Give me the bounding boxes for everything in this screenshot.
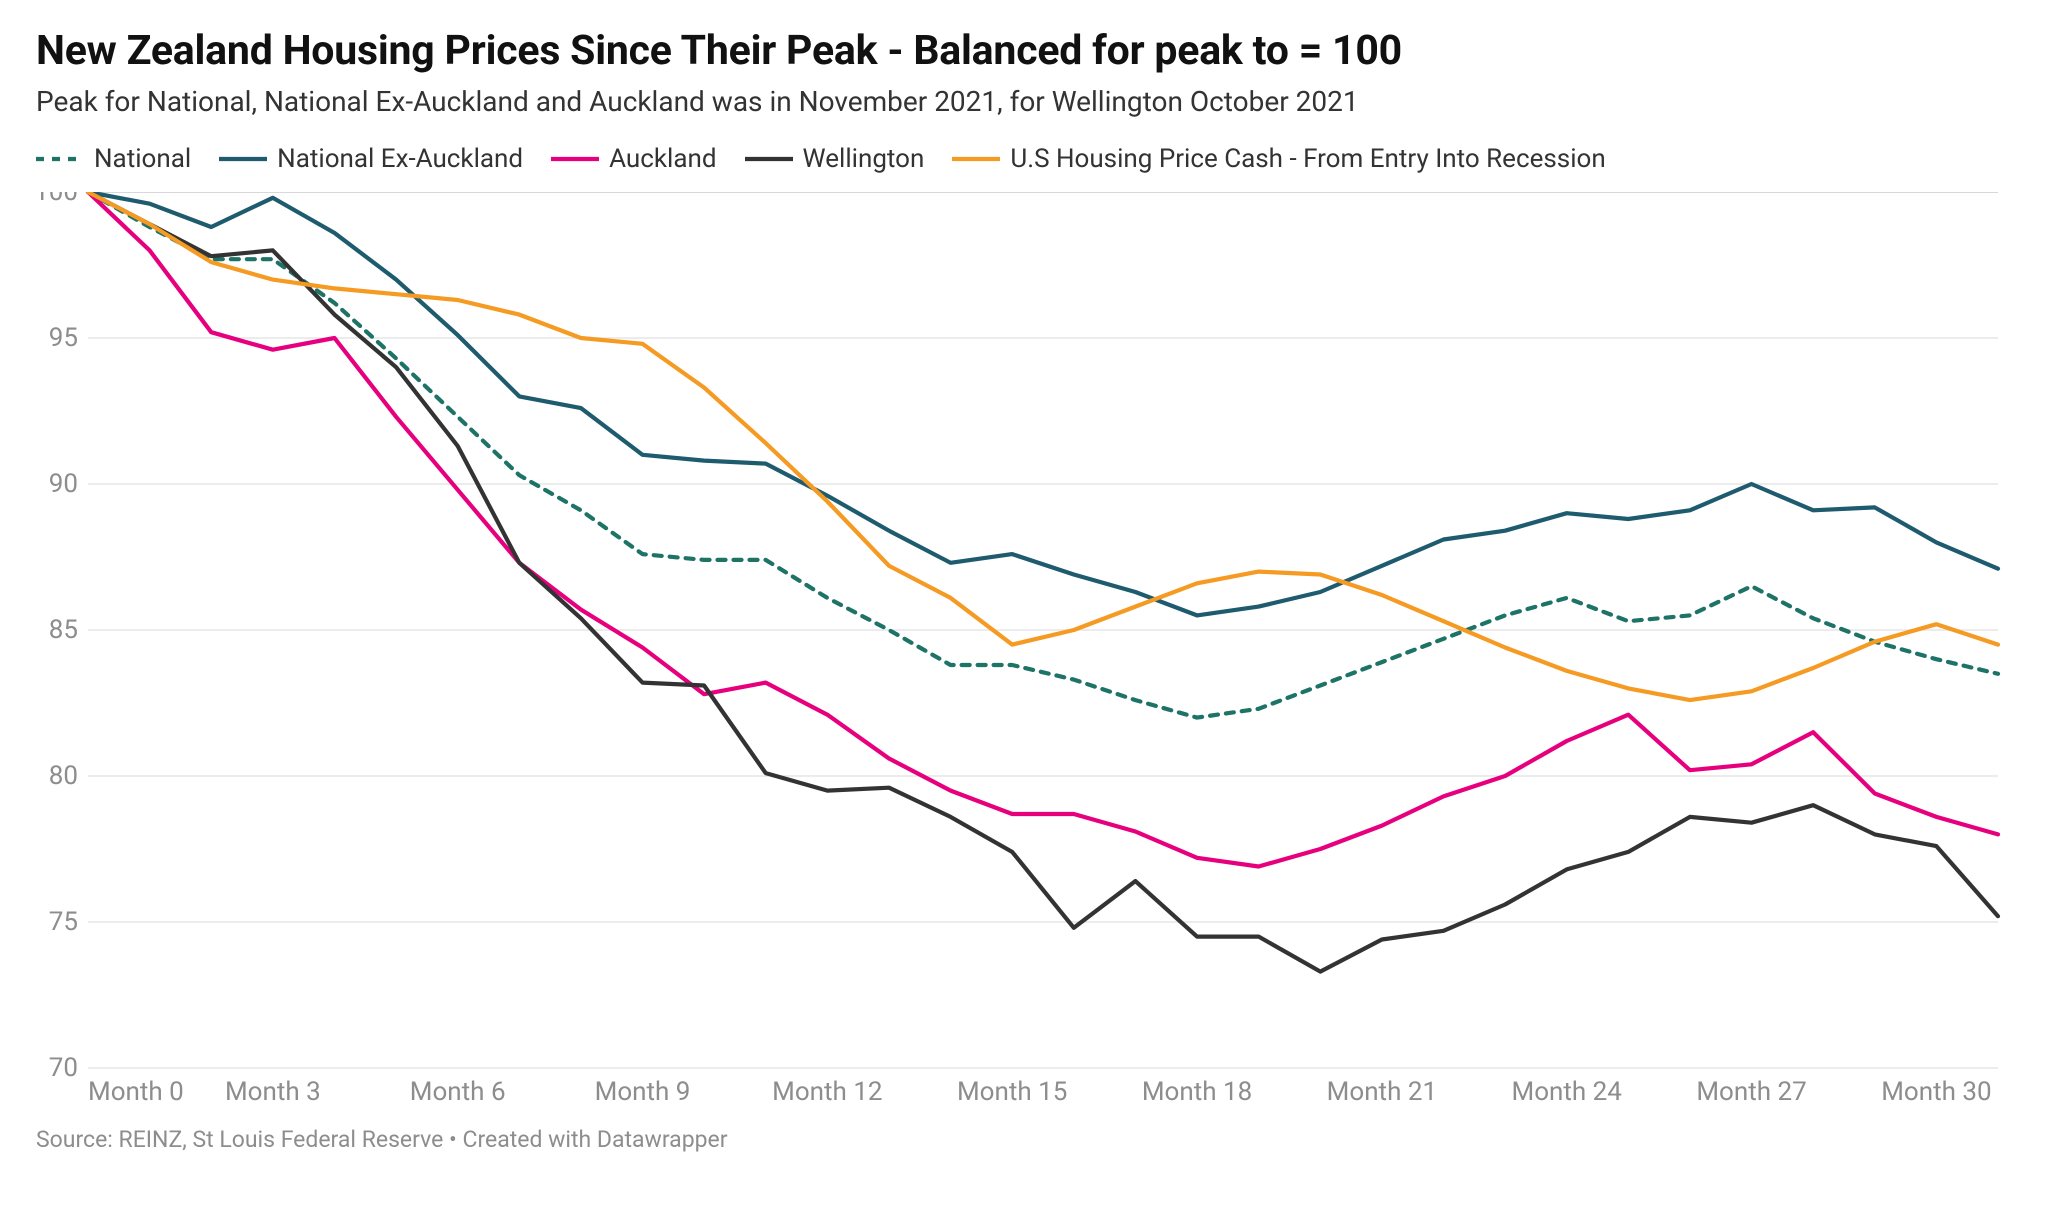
- x-tick-label: Month 3: [225, 1077, 321, 1107]
- series-wellington: [88, 192, 1998, 972]
- x-axis: Month 0 Month 3 Month 6 Month 9 Month 12 Mont…: [88, 1077, 1992, 1107]
- legend-item-auckland: Auckland: [551, 144, 716, 174]
- legend-swatch: [551, 153, 599, 165]
- chart-source: Source: REINZ, St Louis Federal Reserve …: [36, 1126, 2013, 1153]
- y-tick-label: 90: [49, 469, 78, 499]
- legend-swatch: [745, 153, 793, 165]
- y-tick-label: 75: [49, 907, 78, 937]
- plot-area: 707580859095100Month 0Month 3Month 6Mont…: [36, 192, 2013, 1112]
- x-tick-label: Month 0: [88, 1077, 184, 1107]
- x-tick-label: Month 27: [1696, 1077, 1806, 1107]
- x-tick-label: Month 18: [1142, 1077, 1252, 1107]
- x-tick-label: Month 24: [1512, 1077, 1623, 1107]
- x-tick-label: Month 12: [772, 1077, 882, 1107]
- y-tick-label: 95: [49, 323, 78, 353]
- chart-container: New Zealand Housing Prices Since Their P…: [0, 0, 2049, 1216]
- line-chart: 707580859095100Month 0Month 3Month 6Mont…: [36, 192, 2002, 1112]
- y-tick-label: 70: [49, 1053, 78, 1083]
- x-tick-label: Month 21: [1327, 1077, 1437, 1107]
- legend-item-us: U.S Housing Price Cash - From Entry Into…: [952, 144, 1605, 174]
- legend-label: National Ex-Auckland: [277, 144, 523, 174]
- series-lines: [88, 192, 1998, 972]
- legend-item-national: National: [36, 144, 191, 174]
- y-tick-label: 80: [49, 761, 78, 791]
- x-tick-label: Month 30: [1881, 1077, 1991, 1107]
- chart-subtitle: Peak for National, National Ex-Auckland …: [36, 85, 2013, 118]
- legend-label: National: [94, 144, 191, 174]
- y-tick-label: 100: [36, 192, 78, 207]
- legend-swatch: [219, 153, 267, 165]
- gridlines: [88, 192, 1998, 1068]
- series-us: [88, 192, 1998, 700]
- series-national-ex-auckland: [88, 192, 1998, 615]
- legend-label: Wellington: [803, 144, 925, 174]
- y-tick-label: 85: [49, 615, 78, 645]
- legend-item-national-ex-auckland: National Ex-Auckland: [219, 144, 523, 174]
- legend-swatch: [952, 153, 1000, 165]
- legend-label: Auckland: [609, 144, 716, 174]
- legend-item-wellington: Wellington: [745, 144, 925, 174]
- x-tick-label: Month 6: [410, 1077, 506, 1107]
- x-tick-label: Month 9: [595, 1077, 691, 1107]
- legend: National National Ex-Auckland Auckland Well…: [36, 144, 2013, 174]
- x-tick-label: Month 15: [957, 1077, 1067, 1107]
- legend-swatch: [36, 153, 84, 165]
- legend-label: U.S Housing Price Cash - From Entry Into…: [1010, 144, 1605, 174]
- chart-title: New Zealand Housing Prices Since Their P…: [36, 28, 2013, 75]
